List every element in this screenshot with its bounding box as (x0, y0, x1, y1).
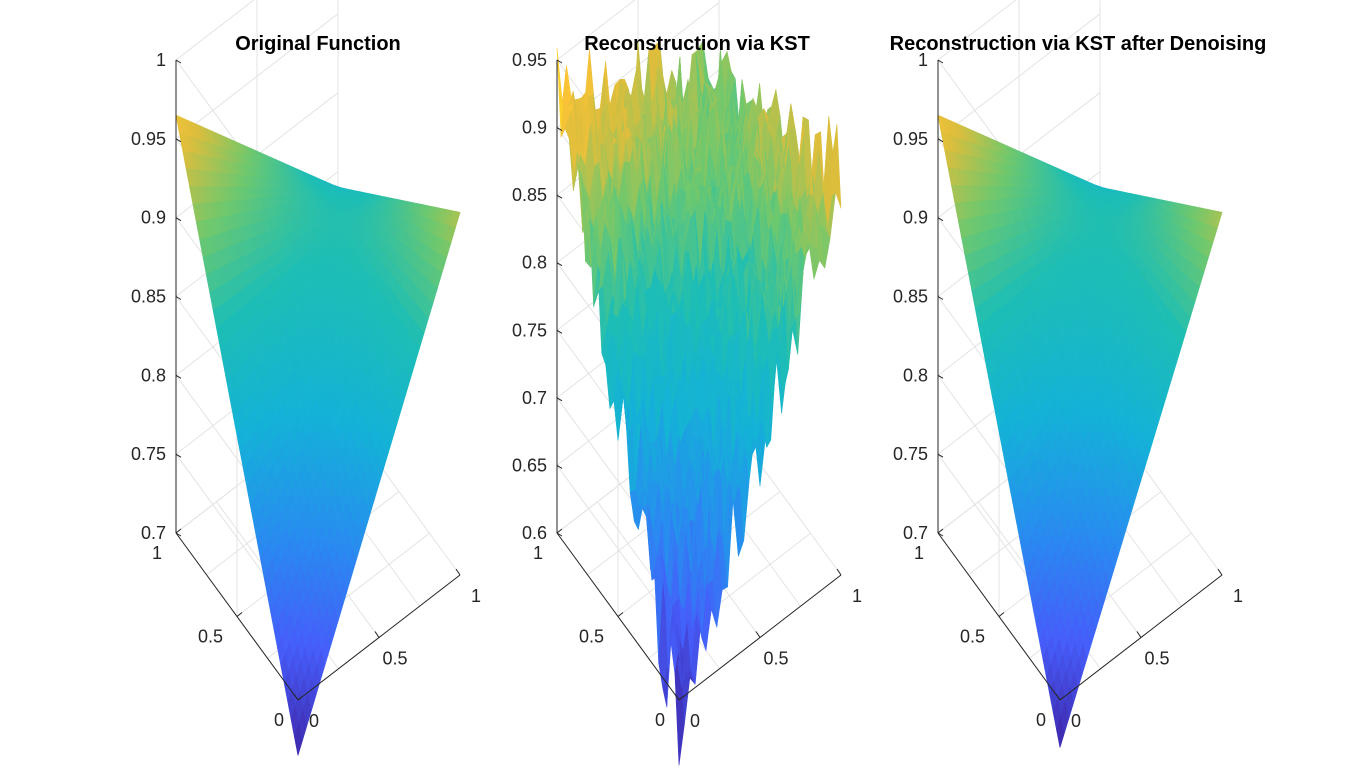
z-tick-label: 0.8 (522, 253, 547, 273)
x-tick-mark (1136, 631, 1142, 638)
y-tick-mark (1059, 695, 1066, 701)
z-tick-mark (556, 397, 563, 402)
z-tick-mark (175, 374, 182, 379)
z-tick-mark (937, 59, 944, 64)
z-tick-mark (556, 329, 563, 334)
axes: 0.7 0.75 0.8 0.85 0.9 0.95 1 0 0.5 1 0 0.5 1 (893, 50, 1243, 731)
z-tick-label: 0.85 (131, 287, 166, 307)
z-tick-label: 0.75 (893, 444, 928, 464)
z-tick-label: 0.85 (893, 287, 928, 307)
z-tick-mark (937, 532, 944, 537)
x-tick-label: 0.5 (382, 649, 407, 669)
z-tick-label: 0.75 (512, 320, 547, 340)
z-tick-mark (556, 262, 563, 267)
y-tick-label: 0 (274, 710, 284, 730)
z-tick-mark (175, 453, 182, 458)
x-tick-label: 1 (471, 586, 481, 606)
z-tick-mark (937, 217, 944, 222)
subplot-reconstruction-kst: 0.6 0.65 0.7 0.75 0.8 0.85 0.9 0.95 0 0.5 1 0 0.5 1 Re… (512, 0, 862, 766)
y-tick-label: 0.5 (579, 627, 604, 647)
z-tick-label: 0.7 (903, 523, 928, 543)
y-tick-label: 1 (914, 543, 924, 563)
z-tick-label: 0.6 (522, 523, 547, 543)
x-tick-mark (374, 631, 380, 638)
z-tick-mark (937, 374, 944, 379)
z-tick-label: 0.75 (131, 444, 166, 464)
axes: 0.6 0.65 0.7 0.75 0.8 0.85 0.9 0.95 0 0.5 1 0 0.5 1 (512, 50, 862, 731)
y-tick-mark (175, 528, 182, 534)
x-tick-label: 0 (1071, 711, 1081, 731)
z-tick-label: 0.7 (522, 388, 547, 408)
x-tick-label: 1 (852, 586, 862, 606)
z-tick-mark (556, 127, 563, 132)
x-tick-mark (1055, 693, 1061, 701)
x-tick-mark (455, 568, 461, 576)
x-tick-label: 1 (1233, 586, 1243, 606)
z-tick-label: 0.95 (512, 50, 547, 70)
y-tick-mark (556, 528, 563, 534)
y-tick-mark (617, 612, 624, 617)
z-tick-label: 0.95 (131, 129, 166, 149)
y-tick-label: 0 (655, 710, 665, 730)
y-tick-label: 0.5 (960, 627, 985, 647)
y-tick-mark (678, 695, 685, 701)
y-tick-mark (937, 528, 944, 534)
z-tick-label: 0.9 (522, 118, 547, 138)
z-tick-label: 0.9 (903, 208, 928, 228)
surface (175, 114, 461, 756)
z-tick-mark (175, 138, 182, 143)
z-tick-mark (175, 59, 182, 64)
z-tick-mark (556, 464, 563, 469)
z-tick-label: 0.9 (141, 208, 166, 228)
z-tick-mark (937, 138, 944, 143)
y-tick-label: 0.5 (198, 627, 223, 647)
x-tick-label: 0.5 (763, 649, 788, 669)
z-tick-mark (175, 296, 182, 300)
chart-title: Reconstruction via KST (584, 33, 810, 55)
z-tick-mark (556, 194, 563, 199)
surface (937, 114, 1223, 748)
y-tick-label: 1 (152, 543, 162, 563)
surface (556, 41, 842, 766)
z-tick-mark (556, 59, 563, 64)
chart-title: Original Function (235, 33, 401, 55)
surface-patch (1213, 211, 1223, 228)
chart-title: Reconstruction via KST after Denoising (890, 33, 1267, 55)
x-tick-mark (293, 693, 299, 701)
y-tick-mark (297, 695, 304, 701)
x-tick-mark (755, 631, 761, 638)
y-tick-label: 0 (1036, 710, 1046, 730)
subplot-reconstruction-kst-denoised: 0.70.750.80.850.90.95100.5100.51Reconstr… (890, 0, 1267, 748)
x-tick-mark (836, 568, 842, 576)
axes: 0.7 0.75 0.8 0.85 0.9 0.95 1 0 0.5 1 0 0.5 1 (131, 50, 481, 731)
x-tick-label: 0 (690, 711, 700, 731)
z-tick-mark (937, 296, 944, 300)
z-tick-mark (556, 532, 563, 537)
subplot-original-function: 0.7 0.75 0.8 0.85 0.9 0.95 1 0 0.5 1 0 0.5 1 Original… (131, 0, 481, 756)
surface-patch (831, 124, 842, 209)
z-tick-label: 0.85 (512, 185, 547, 205)
z-tick-mark (175, 532, 182, 537)
z-tick-label: 1 (156, 50, 166, 70)
y-tick-mark (998, 612, 1005, 617)
surface-patch (451, 211, 461, 228)
z-tick-label: 0.8 (141, 365, 166, 385)
y-tick-mark (236, 612, 243, 617)
z-tick-label: 0.65 (512, 455, 547, 475)
x-tick-mark (674, 693, 680, 701)
z-tick-label: 0.7 (141, 523, 166, 543)
z-tick-mark (937, 453, 944, 458)
z-tick-label: 1 (918, 50, 928, 70)
z-tick-label: 0.8 (903, 365, 928, 385)
x-tick-mark (1217, 568, 1223, 576)
x-tick-label: 0 (309, 711, 319, 731)
z-tick-mark (175, 217, 182, 222)
x-tick-label: 0.5 (1144, 649, 1169, 669)
z-tick-label: 0.95 (893, 129, 928, 149)
y-tick-label: 1 (533, 543, 543, 563)
